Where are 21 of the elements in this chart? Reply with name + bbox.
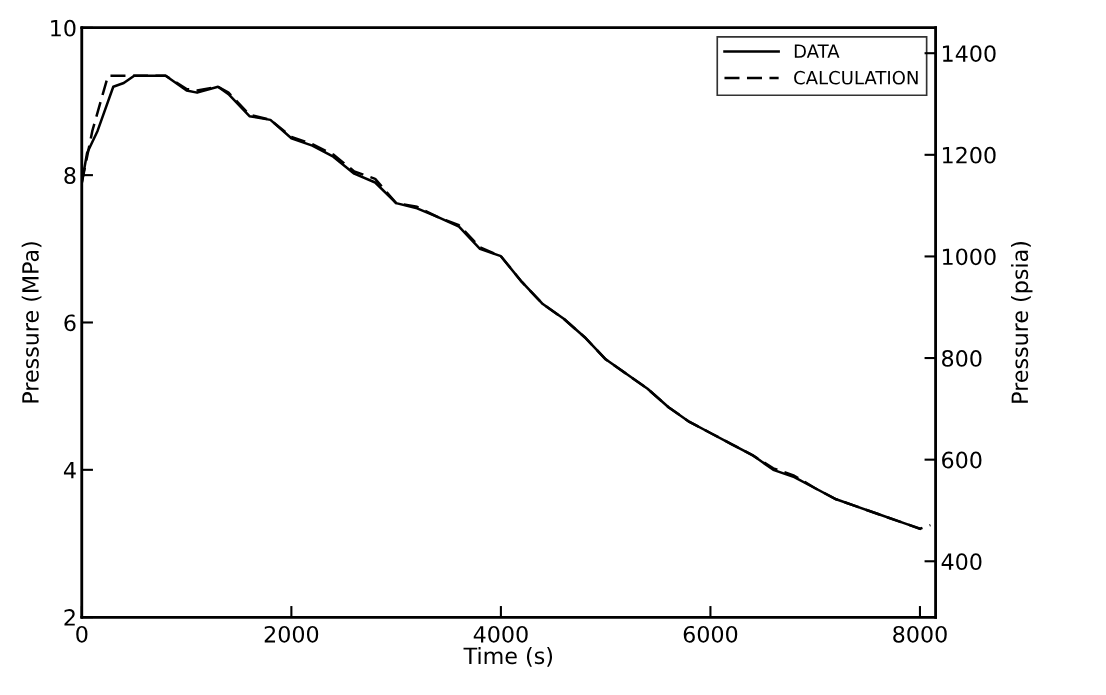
x-tick-label: 6000 [683,625,738,643]
x-tick-label: 0 [76,625,88,643]
y-tick-label: 10 [51,19,76,37]
y2-tick-label: 1400 [942,45,996,62]
y-tick-label: 8 [64,167,76,184]
y2-tick-label: 400 [941,553,982,571]
y-tick-label: 6 [64,314,76,332]
y-axis-title: Pressure (MPa) [21,242,42,403]
y2-tick-label: 600 [942,451,982,469]
y2-tick-label: 800 [942,349,982,367]
y2-tick-label: 1200 [942,146,996,164]
y2-tick-label: 1000 [942,248,996,266]
y-tick-label: 2 [64,609,75,626]
x-axis-title: Time (s) [463,647,553,667]
x-tick-label: 4000 [473,625,528,643]
x-tick-label: 8000 [893,625,947,643]
legend-label: CALCULATION [794,70,918,85]
y2-axis-title: Pressure (psia) [1010,242,1033,403]
legend-label: DATA [794,44,840,58]
x-tick-label: 2000 [264,625,319,643]
y-tick-label: 4 [63,462,76,479]
